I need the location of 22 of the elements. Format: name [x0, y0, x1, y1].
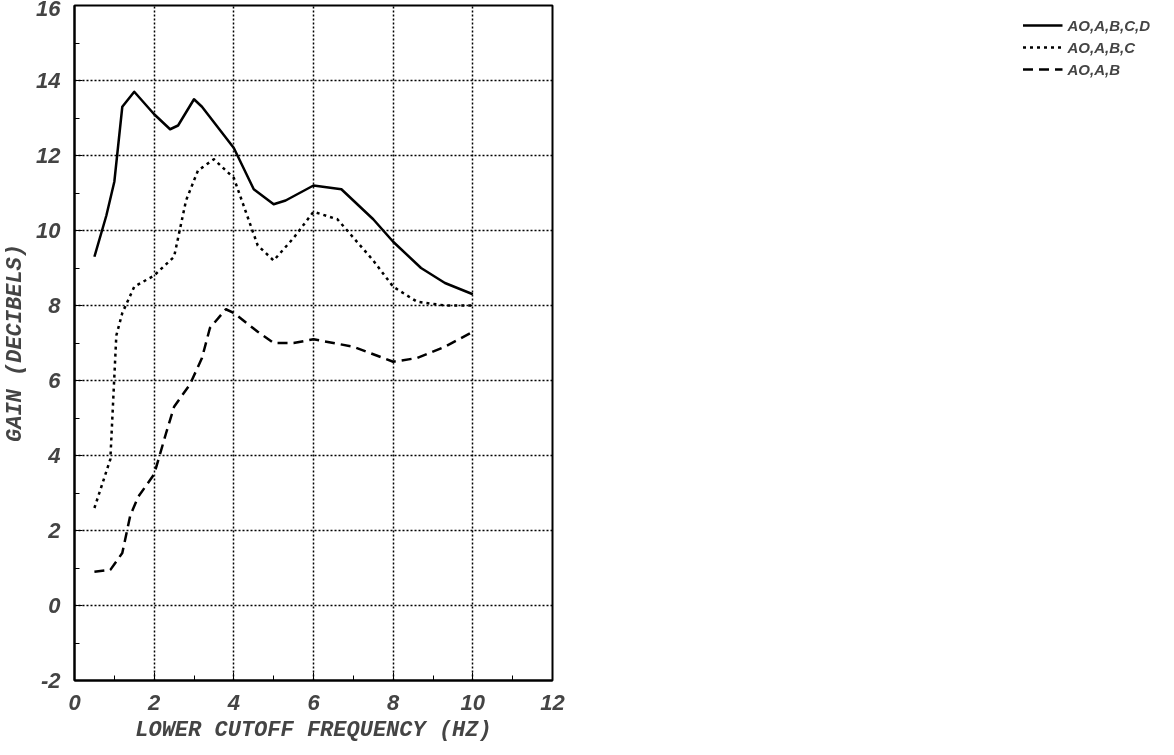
x-tick-label: 10: [460, 689, 486, 715]
y-tick-label: 12: [36, 143, 62, 168]
y-tick-label: 2: [47, 518, 62, 543]
y-axis-title: GAIN (DECIBELS): [3, 243, 29, 443]
legend-label: AO,A,B: [1067, 60, 1120, 78]
x-tick-label: 4: [226, 689, 240, 715]
legend-label: AO,A,B,C: [1067, 38, 1135, 56]
y-tick-label: 16: [36, 0, 62, 21]
y-tick-label: 4: [47, 443, 61, 468]
x-tick-label: 6: [307, 689, 321, 715]
y-tick-label: 14: [36, 68, 61, 93]
y-tick-label: -2: [40, 668, 62, 693]
y-tick-label: 10: [36, 218, 62, 243]
x-tick-label: 0: [68, 689, 82, 715]
y-tick-label: 8: [48, 293, 62, 318]
x-tick-label: 8: [387, 689, 401, 715]
x-tick-label: 2: [147, 689, 162, 715]
y-tick-label: 6: [48, 368, 62, 393]
y-tick-label: 0: [48, 593, 62, 618]
x-tick-label: 12: [540, 689, 566, 715]
x-axis-title: LOWER CUTOFF FREQUENCY (HZ): [135, 717, 492, 743]
legend-label: AO,A,B,C,D: [1067, 16, 1150, 34]
